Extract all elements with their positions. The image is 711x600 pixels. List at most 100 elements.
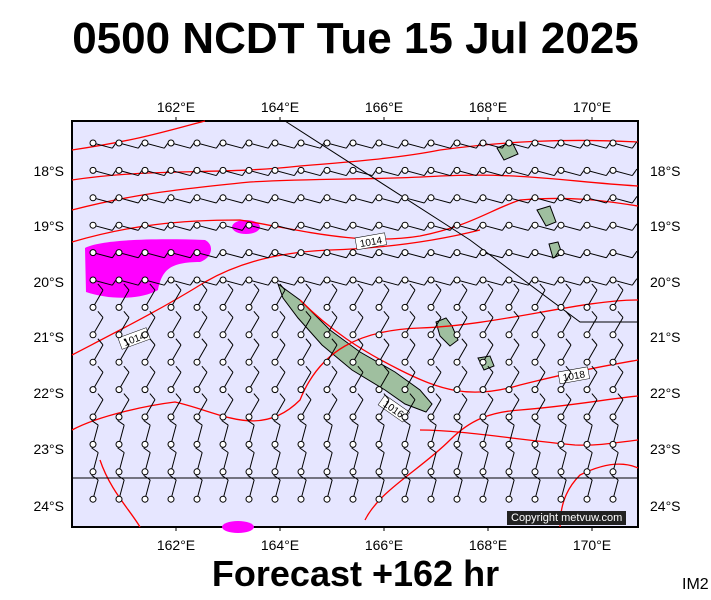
- wind-barb-station: [323, 386, 331, 394]
- wind-barb-station: [557, 386, 565, 394]
- wind-barb-feather: [591, 283, 598, 291]
- wind-barb-feather: [351, 447, 359, 453]
- wind-barb-feather: [429, 474, 437, 481]
- wind-barb-feather: [565, 393, 572, 401]
- wind-barb-station: [531, 386, 539, 394]
- wind-barb-feather: [559, 474, 567, 481]
- isobar-line: [71, 174, 639, 211]
- wind-barb-station: [297, 386, 305, 394]
- wind-barb-feather: [279, 393, 286, 401]
- wind-barb-station: [375, 386, 383, 394]
- wind-barb-station: [193, 139, 201, 147]
- wind-barb-station: [167, 331, 175, 339]
- wind-barb-feather: [247, 447, 255, 453]
- wind-barb-station: [375, 358, 383, 366]
- wind-barb-feather: [123, 283, 130, 291]
- wind-barb-feather: [461, 283, 468, 291]
- isobar-line: [71, 229, 481, 356]
- wind-barb-feather: [279, 365, 286, 373]
- wind-barb-station: [401, 413, 409, 421]
- wind-barb-station: [531, 139, 539, 147]
- wind-barb-feather: [253, 283, 260, 291]
- wind-barb-station: [219, 331, 227, 339]
- wind-barb-station: [271, 194, 279, 202]
- wind-barb-station: [349, 139, 357, 147]
- wind-barb-station: [89, 413, 97, 421]
- wind-barb-station: [219, 358, 227, 366]
- wind-barb-station: [167, 194, 175, 202]
- wind-barb-station: [193, 468, 201, 476]
- wind-barb-station: [115, 495, 123, 503]
- wind-barb-station: [349, 386, 357, 394]
- wind-barb-feather: [227, 365, 234, 373]
- wind-barb-station: [609, 468, 617, 476]
- wind-barb-station: [557, 221, 565, 229]
- lon-label: 168°E: [469, 537, 507, 553]
- wind-barb-station: [323, 413, 331, 421]
- wind-barb-station: [271, 468, 279, 476]
- bottom-longitude-labels: 162°E 164°E 166°E 168°E 170°E: [157, 537, 611, 553]
- wind-barb-station: [271, 276, 279, 284]
- wind-barb-station: [401, 495, 409, 503]
- wind-barb-station: [167, 276, 175, 284]
- wind-barb-station: [453, 331, 461, 339]
- wind-barb-station: [271, 249, 279, 257]
- wind-barb-station: [297, 303, 305, 311]
- wind-barb-station: [609, 495, 617, 503]
- wind-barb-station: [583, 440, 591, 448]
- wind-barb-station: [427, 386, 435, 394]
- wind-barb-station: [401, 249, 409, 257]
- wind-barb-feather: [175, 311, 182, 318]
- wind-barb-station: [219, 249, 227, 257]
- wind-barb-station: [323, 331, 331, 339]
- wind-barb-feather: [253, 393, 260, 401]
- wind-barb-station: [245, 221, 253, 229]
- wind-barb-feather: [631, 196, 638, 204]
- wind-barb-station: [583, 166, 591, 174]
- wind-barb-feather: [279, 283, 286, 291]
- wind-barb-station: [505, 166, 513, 174]
- wind-barb-feather: [631, 141, 638, 149]
- wind-barb-feather: [591, 338, 598, 346]
- wind-barb-station: [193, 166, 201, 174]
- wind-barb-feather: [435, 283, 442, 291]
- wind-barb-station: [271, 331, 279, 339]
- wind-barb-station: [323, 139, 331, 147]
- wind-barb-station: [583, 276, 591, 284]
- isobar-label: 1018: [557, 366, 590, 384]
- wind-barb-station: [141, 468, 149, 476]
- isobar-line: [71, 299, 639, 431]
- wind-barb-station: [89, 249, 97, 257]
- wind-barb-station: [401, 358, 409, 366]
- wind-barb-station: [505, 468, 513, 476]
- wind-barb-feather: [409, 393, 416, 401]
- rain-area: [222, 521, 254, 533]
- wind-barb-station: [193, 440, 201, 448]
- wind-barb-station: [141, 358, 149, 366]
- left-latitude-labels: 18°S 19°S 20°S 21°S 22°S 23°S 24°S: [33, 163, 64, 514]
- wind-barb-station: [167, 221, 175, 229]
- wind-barb-station: [557, 194, 565, 202]
- copyright-notice: Copyright metvuw.com: [507, 511, 627, 525]
- wind-barb-station: [297, 249, 305, 257]
- wind-barb-station: [531, 249, 539, 257]
- lat-label: 24°S: [33, 498, 64, 514]
- wind-barb-station: [375, 413, 383, 421]
- wind-barb-station: [141, 331, 149, 339]
- wind-barb-feather: [409, 283, 416, 291]
- wind-barb-station: [89, 386, 97, 394]
- wind-barb-feather: [331, 283, 338, 291]
- lat-label: 21°S: [650, 329, 681, 345]
- wind-barb-feather: [617, 338, 624, 346]
- wind-barb-station: [375, 139, 383, 147]
- wind-barb-station: [115, 468, 123, 476]
- wind-barb-station: [609, 413, 617, 421]
- wind-barb-station: [375, 331, 383, 339]
- wind-barb-station: [167, 386, 175, 394]
- wind-barb-station: [609, 276, 617, 284]
- wind-barb-station: [193, 358, 201, 366]
- wind-barb-feather: [539, 338, 546, 346]
- wind-barb-feather: [435, 311, 442, 318]
- wind-barb-station: [297, 221, 305, 229]
- isobar-line: [559, 463, 639, 528]
